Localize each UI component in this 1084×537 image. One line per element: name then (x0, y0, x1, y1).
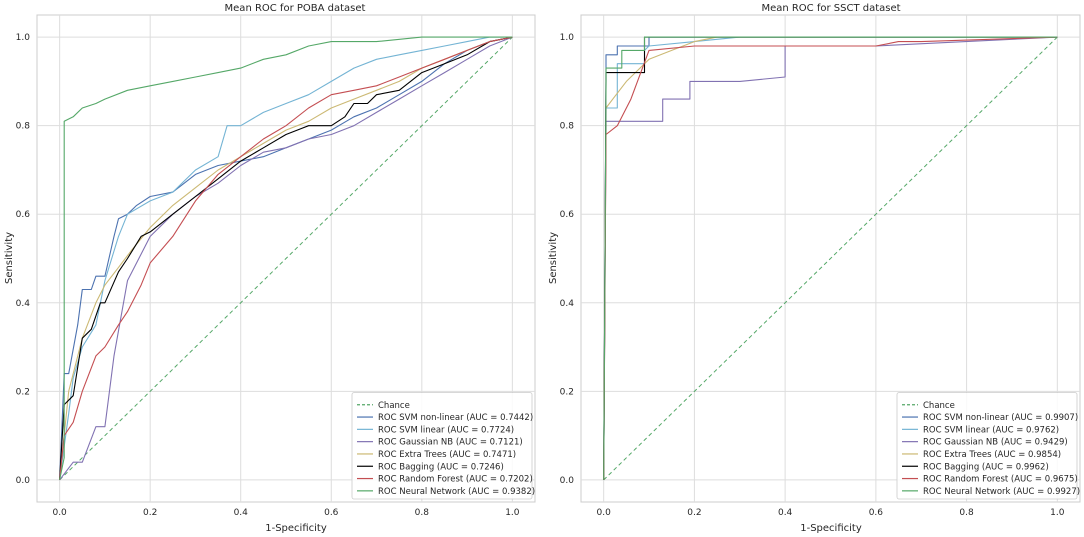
legend-entry: ROC Neural Network (AUC = 0.9382) (378, 487, 535, 497)
x-tick-label: 1.0 (505, 508, 520, 518)
y-tick-label: 0.4 (560, 299, 575, 309)
chart-poba: Mean ROC for POBA dataset 1-Specificity … (4, 3, 536, 534)
y-tick-label: 0.0 (16, 476, 31, 486)
legend-entry: Chance (923, 401, 955, 411)
x-tick-label: 0.8 (415, 508, 430, 518)
x-tick-label: 0.4 (778, 508, 793, 518)
series-line-roc-svm-non-linear (59, 36, 513, 480)
legend-entry: ROC SVM non-linear (AUC = 0.9907) (923, 413, 1078, 423)
y-tick-label: 0.8 (560, 122, 575, 132)
legend: Chance ROC SVM non-linear (AUC = 0.9907) R… (896, 392, 1080, 500)
y-tick-label: 0.4 (16, 299, 31, 309)
legend-entry: ROC Neural Network (AUC = 0.9927) (923, 487, 1080, 497)
legend-entry: ROC Gaussian NB (AUC = 0.7121) (378, 438, 523, 448)
legend-entry: ROC Random Forest (AUC = 0.7202) (378, 475, 533, 485)
x-tick-label: 0.2 (143, 508, 157, 518)
series-line-chance (603, 36, 1058, 481)
y-tick-label: 1.0 (16, 33, 31, 43)
legend-entry: Chance (378, 401, 410, 411)
chart-ssct: Mean ROC for SSCT dataset 1-Specificity … (548, 3, 1081, 534)
legend-entry: ROC Random Forest (AUC = 0.9675) (923, 475, 1078, 485)
x-axis-label: 1-Specificity (265, 523, 327, 534)
legend-entry: ROC Bagging (AUC = 0.9962) (923, 462, 1049, 472)
y-axis-label: Sensitivity (4, 232, 15, 284)
x-tick-label: 0.0 (52, 508, 67, 518)
legend-entry: ROC SVM linear (AUC = 0.7724) (378, 425, 514, 435)
legend-entry: ROC Extra Trees (AUC = 0.9854) (923, 450, 1061, 460)
legend-entry: ROC SVM linear (AUC = 0.9762) (923, 425, 1059, 435)
legend-box (351, 392, 533, 500)
x-axis-label: 1-Specificity (800, 523, 862, 534)
series-line-roc-neural-network (603, 36, 1058, 480)
x-tick-label: 0.4 (234, 508, 249, 518)
y-tick-label: 0.8 (16, 122, 31, 132)
x-tick-label: 0.2 (687, 508, 701, 518)
chart-title: Mean ROC for SSCT dataset (761, 3, 900, 14)
y-tick-label: 0.2 (560, 387, 574, 397)
y-axis-label: Sensitivity (548, 232, 559, 284)
x-tick-label: 0.8 (959, 508, 974, 518)
series-line-roc-random-forest (59, 36, 513, 480)
legend: Chance ROC SVM non-linear (AUC = 0.7442) R… (351, 392, 535, 500)
legend-box (896, 392, 1078, 500)
legend-entry: ROC SVM non-linear (AUC = 0.7442) (378, 413, 533, 423)
x-tick-label: 1.0 (1050, 508, 1065, 518)
series-line-roc-svm-linear (59, 36, 513, 480)
series-line-roc-random-forest (603, 36, 1058, 480)
y-tick-label: 0.0 (560, 476, 575, 486)
series-line-roc-bagging (59, 36, 513, 480)
legend-entry: ROC Gaussian NB (AUC = 0.9429) (923, 438, 1068, 448)
x-tick-label: 0.6 (324, 508, 339, 518)
y-tick-label: 0.6 (16, 210, 31, 220)
chart-title: Mean ROC for POBA dataset (225, 3, 366, 14)
legend-entry: ROC Extra Trees (AUC = 0.7471) (378, 450, 516, 460)
series-line-roc-neural-network (59, 36, 513, 481)
series-line-roc-gaussian-nb (59, 36, 513, 481)
x-tick-label: 0.6 (869, 508, 884, 518)
x-tick-label: 0.0 (597, 508, 612, 518)
legend-entry: ROC Bagging (AUC = 0.7246) (378, 462, 504, 472)
series-line-chance (59, 36, 513, 481)
y-tick-label: 0.2 (16, 387, 30, 397)
y-tick-label: 1.0 (560, 33, 575, 43)
y-tick-label: 0.6 (560, 210, 575, 220)
